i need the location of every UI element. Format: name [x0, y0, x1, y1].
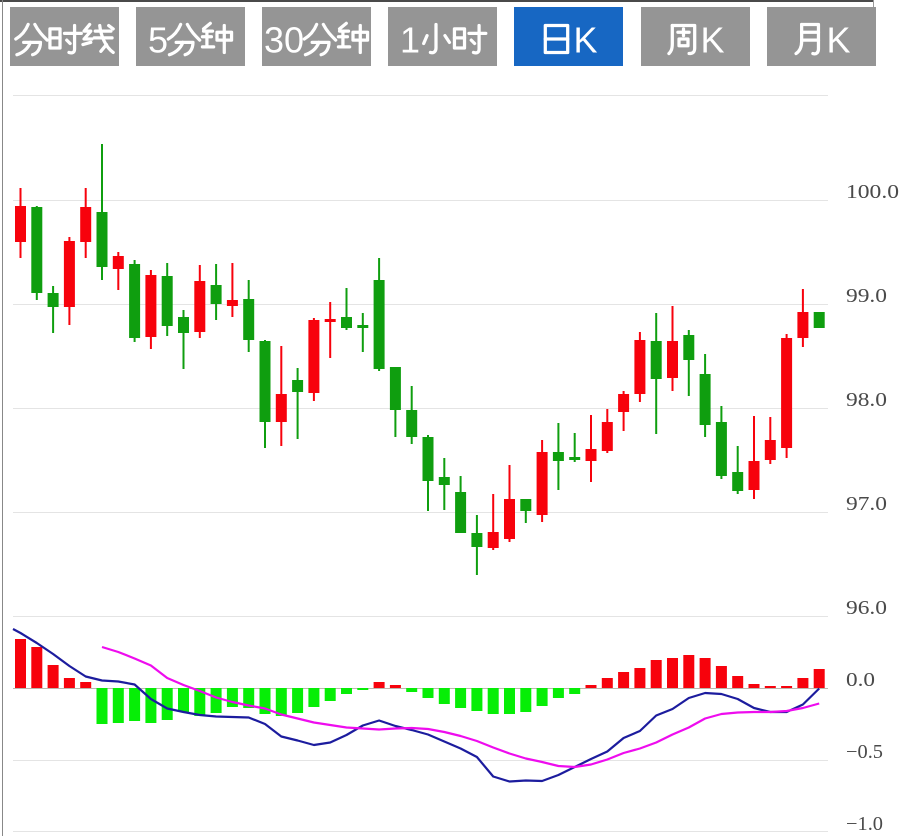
svg-text:96.0: 96.0: [846, 598, 887, 619]
svg-text:97.0: 97.0: [846, 494, 887, 515]
svg-text:K: K: [573, 20, 597, 61]
svg-text:−1.0: −1.0: [846, 814, 883, 835]
svg-text:30: 30: [264, 20, 304, 61]
svg-text:98.0: 98.0: [846, 390, 887, 411]
svg-text:−0.5: −0.5: [846, 742, 883, 763]
svg-text:1: 1: [400, 20, 420, 61]
svg-text:100.0: 100.0: [846, 182, 899, 203]
svg-text:99.0: 99.0: [846, 286, 887, 307]
svg-text:K: K: [826, 20, 850, 61]
svg-text:0.0: 0.0: [846, 670, 875, 691]
svg-text:K: K: [700, 20, 724, 61]
svg-text:5: 5: [148, 20, 168, 61]
